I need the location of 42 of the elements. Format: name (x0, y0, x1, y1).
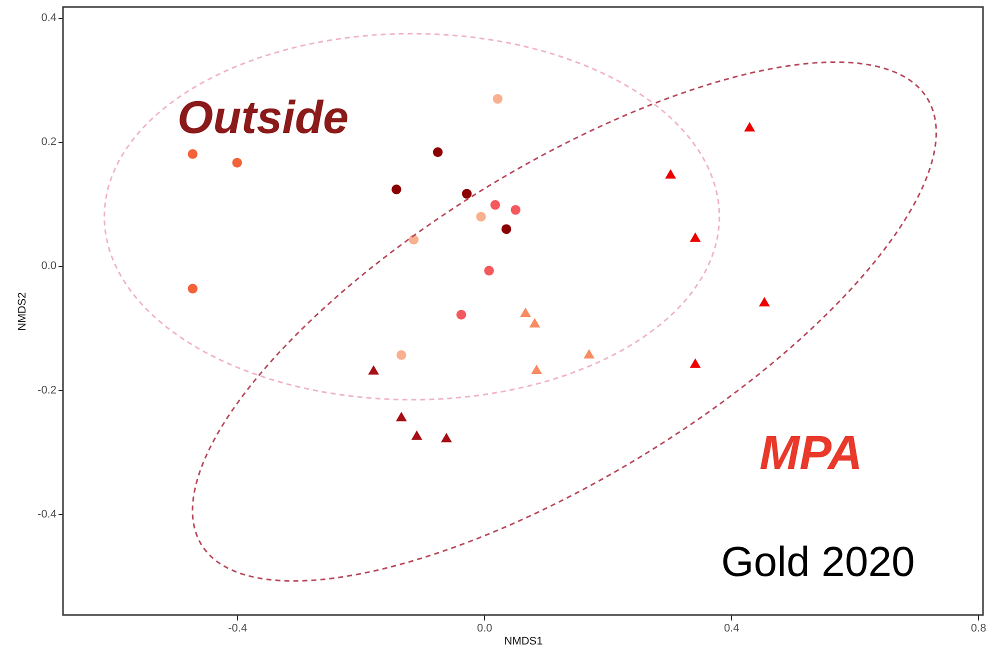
point (758, 296, 770, 306)
point (510, 205, 520, 215)
y-tick-label: 0.2 (41, 136, 56, 148)
point (665, 169, 676, 179)
x-axis-title: NMDS1 (504, 636, 543, 648)
point (232, 158, 242, 168)
point (744, 122, 756, 132)
point (456, 310, 466, 320)
annotation: MPA (759, 427, 863, 480)
point (411, 430, 422, 440)
point (462, 188, 472, 199)
point (584, 349, 595, 359)
annotation: Gold 2020 (721, 538, 915, 585)
point (529, 318, 540, 328)
x-tick-label: -0.4 (228, 622, 248, 634)
point (531, 364, 542, 374)
point (392, 184, 402, 194)
x-tick-label: 0.0 (476, 622, 492, 634)
point (492, 94, 503, 104)
point (690, 232, 701, 242)
point (690, 358, 701, 368)
point (440, 432, 452, 442)
point (396, 350, 406, 360)
y-tick-label: 0.0 (41, 260, 56, 272)
point (396, 412, 407, 422)
y-tick-label: 0.4 (41, 12, 56, 24)
x-tick-label: 0.4 (724, 622, 740, 634)
point (408, 234, 419, 245)
point (476, 212, 486, 222)
point (188, 149, 198, 159)
point (188, 284, 198, 294)
annotation: Outside (177, 91, 349, 143)
y-tick-label: -0.4 (38, 508, 56, 520)
point (432, 147, 443, 158)
point (484, 266, 494, 276)
x-tick-label: 0.8 (970, 622, 986, 634)
point (490, 200, 500, 210)
point (368, 365, 380, 375)
y-axis-title: NMDS2 (16, 292, 29, 331)
point (520, 308, 531, 317)
point (501, 224, 512, 234)
y-tick-label: -0.2 (38, 384, 56, 396)
